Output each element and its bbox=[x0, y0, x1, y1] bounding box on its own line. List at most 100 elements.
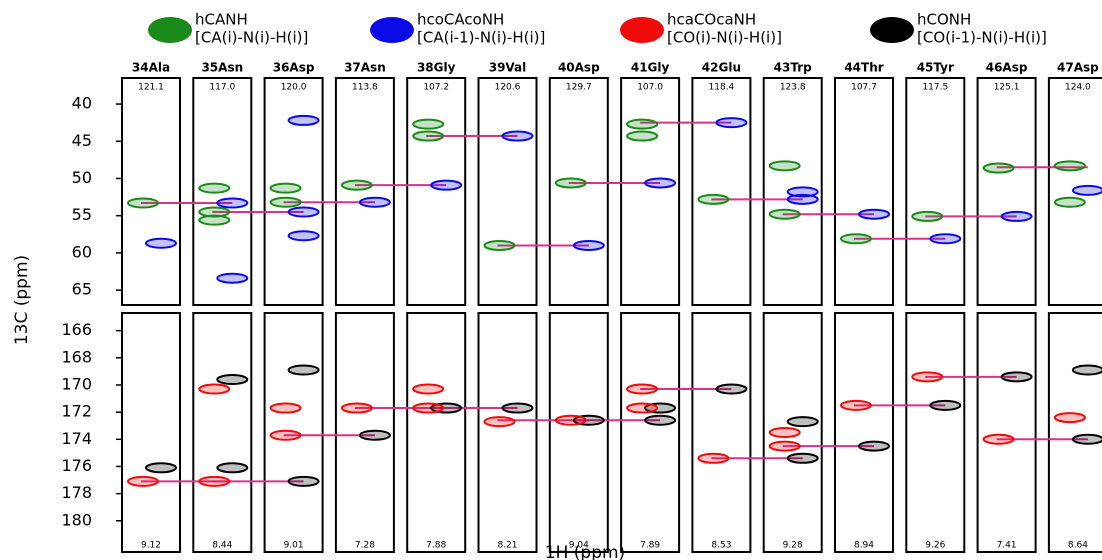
strip-box bbox=[334, 312, 395, 553]
peak bbox=[697, 193, 730, 205]
peak bbox=[929, 399, 962, 411]
strip-box bbox=[263, 77, 324, 306]
strip-box bbox=[406, 312, 467, 553]
h1-shift: 9.26 bbox=[925, 541, 945, 551]
peak bbox=[840, 399, 872, 411]
h1-shift: 7.28 bbox=[355, 541, 375, 551]
n15-shift: 129.7 bbox=[566, 83, 592, 93]
legend-assignment: [CO(i)-N(i)-H(i)] bbox=[667, 29, 782, 47]
peak bbox=[269, 196, 302, 208]
legend-assignment: [CA(i-1)-N(i)-H(i)] bbox=[417, 29, 545, 47]
y-tick-label: 166 bbox=[61, 320, 92, 339]
n15-shift: 124.0 bbox=[1065, 83, 1091, 93]
peak bbox=[768, 160, 801, 172]
peak bbox=[412, 118, 445, 130]
peak bbox=[554, 177, 587, 189]
peak bbox=[1071, 184, 1102, 196]
peak bbox=[644, 177, 677, 189]
strip-box bbox=[620, 312, 681, 553]
peak bbox=[911, 371, 944, 383]
peak bbox=[768, 208, 801, 220]
peak bbox=[626, 402, 659, 414]
residue-label: 40Asp bbox=[558, 61, 600, 75]
y-tick-label: 180 bbox=[61, 510, 92, 529]
n15-shift: 123.8 bbox=[780, 83, 806, 93]
n15-shift: 121.1 bbox=[138, 83, 164, 93]
peak bbox=[572, 239, 605, 251]
peak bbox=[216, 462, 249, 474]
n15-shift: 117.0 bbox=[209, 83, 235, 93]
y-tick-label: 168 bbox=[61, 347, 92, 366]
n15-shift: 113.8 bbox=[352, 83, 378, 93]
peak bbox=[287, 114, 320, 126]
residue-label: 45Tyr bbox=[917, 61, 954, 75]
h1-shift: 8.64 bbox=[1068, 541, 1088, 551]
peak bbox=[1071, 433, 1102, 445]
legend-swatch bbox=[148, 17, 192, 43]
peak bbox=[644, 414, 677, 426]
strip-box bbox=[691, 312, 752, 553]
strip-box bbox=[834, 312, 894, 553]
y-tick-label: 172 bbox=[61, 402, 92, 421]
legend-assignment: [CA(i)-N(i)-H(i)] bbox=[195, 29, 308, 47]
peak bbox=[430, 179, 463, 191]
strip-box bbox=[334, 77, 395, 306]
peak bbox=[929, 233, 962, 245]
legend-swatch bbox=[870, 17, 914, 43]
peak bbox=[198, 182, 231, 194]
residue-label: 37Asn bbox=[344, 61, 386, 75]
legend-swatch bbox=[370, 17, 414, 43]
y-tick-label: 178 bbox=[61, 483, 92, 502]
peak bbox=[501, 402, 534, 414]
peak bbox=[911, 210, 944, 222]
y-tick-label: 45 bbox=[72, 131, 92, 150]
h1-shift: 7.41 bbox=[997, 541, 1017, 551]
h1-shift: 8.44 bbox=[212, 541, 232, 551]
n15-shift: 120.0 bbox=[281, 83, 307, 93]
peak bbox=[483, 239, 516, 251]
strip-box bbox=[905, 77, 966, 306]
n15-shift: 117.5 bbox=[922, 83, 948, 93]
h1-shift: 9.01 bbox=[284, 541, 304, 551]
strip-box bbox=[762, 77, 823, 306]
residue-label: 43Trp bbox=[774, 61, 812, 75]
peak bbox=[287, 230, 320, 242]
n15-shift: 120.6 bbox=[495, 83, 521, 93]
peak bbox=[786, 186, 819, 198]
strip-box bbox=[620, 77, 681, 306]
h1-shift: 7.88 bbox=[426, 541, 446, 551]
residue-label: 38Gly bbox=[417, 61, 456, 75]
peak bbox=[1000, 371, 1033, 383]
peak bbox=[1053, 160, 1086, 172]
residue-label: 41Gly bbox=[631, 61, 670, 75]
peak bbox=[358, 196, 391, 208]
strip-box bbox=[192, 312, 253, 553]
peak bbox=[412, 402, 445, 414]
peak bbox=[626, 130, 659, 142]
peak bbox=[198, 383, 231, 395]
peak bbox=[340, 402, 373, 414]
peak bbox=[198, 214, 231, 226]
peak bbox=[127, 475, 159, 487]
h1-shift: 8.94 bbox=[854, 541, 874, 551]
peak bbox=[145, 237, 177, 249]
peak bbox=[216, 272, 249, 284]
n15-shift: 107.2 bbox=[423, 83, 449, 93]
peak bbox=[287, 475, 320, 487]
peak bbox=[858, 440, 890, 452]
n15-shift: 125.1 bbox=[994, 83, 1020, 93]
peak bbox=[269, 429, 302, 441]
peak bbox=[287, 364, 320, 376]
peak bbox=[715, 117, 748, 129]
legend-name: hCANH bbox=[195, 11, 248, 29]
strip-box bbox=[263, 312, 324, 553]
peak bbox=[216, 197, 249, 209]
peak bbox=[1000, 210, 1033, 222]
peak bbox=[216, 374, 249, 386]
strip-box bbox=[477, 312, 538, 553]
n15-shift: 107.0 bbox=[637, 83, 663, 93]
strip-box bbox=[691, 77, 752, 306]
y-tick-label: 50 bbox=[72, 168, 92, 187]
h1-shift: 8.53 bbox=[711, 541, 731, 551]
